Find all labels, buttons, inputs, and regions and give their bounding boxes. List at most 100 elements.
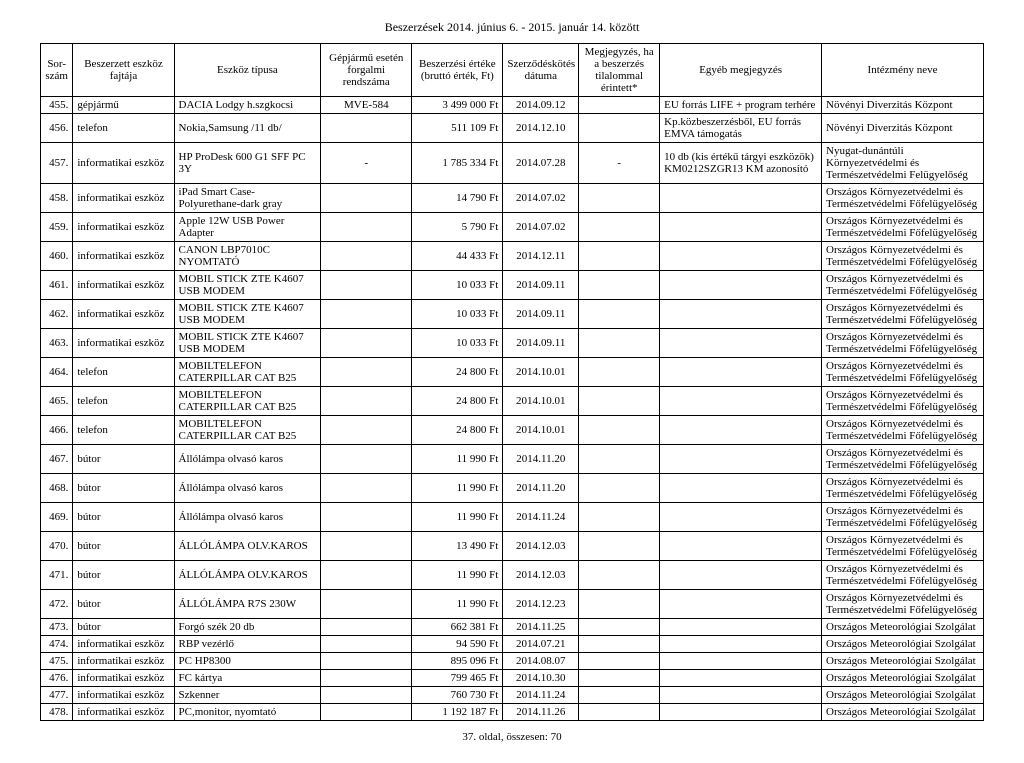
table-body: 455.gépjárműDACIA Lodgy h.szgkocsiMVE-58…: [41, 97, 984, 721]
table-cell: [321, 114, 412, 143]
table-cell: informatikai eszköz: [73, 636, 174, 653]
table-cell: Kp.közbeszerzésből, EU forrás EMVA támog…: [660, 114, 822, 143]
table-cell: Növényi Diverzitás Központ: [822, 97, 984, 114]
table-cell: 10 033 Ft: [412, 271, 503, 300]
table-cell: gépjármű: [73, 97, 174, 114]
table-cell: 2014.12.03: [503, 532, 579, 561]
table-cell: 11 990 Ft: [412, 503, 503, 532]
table-cell: telefon: [73, 387, 174, 416]
table-cell: Országos Meteorológiai Szolgálat: [822, 653, 984, 670]
table-cell: 2014.11.20: [503, 474, 579, 503]
table-cell: 11 990 Ft: [412, 445, 503, 474]
table-cell: [579, 704, 660, 721]
table-cell: bútor: [73, 474, 174, 503]
table-cell: ÁLLÓLÁMPA OLV.KAROS: [174, 532, 321, 561]
table-cell: [579, 271, 660, 300]
table-cell: bútor: [73, 561, 174, 590]
table-cell: Országos Környezetvédelmi és Természetvé…: [822, 532, 984, 561]
table-cell: 2014.07.28: [503, 143, 579, 184]
table-cell: 475.: [41, 653, 73, 670]
table-cell: Országos Környezetvédelmi és Természetvé…: [822, 213, 984, 242]
table-row: 471.bútorÁLLÓLÁMPA OLV.KAROS11 990 Ft201…: [41, 561, 984, 590]
table-cell: 468.: [41, 474, 73, 503]
table-cell: 2014.09.11: [503, 271, 579, 300]
col-datum: Szerződéskötés dátuma: [503, 44, 579, 97]
table-cell: iPad Smart Case-Polyurethane-dark gray: [174, 184, 321, 213]
table-cell: [579, 242, 660, 271]
table-cell: Országos Környezetvédelmi és Természetvé…: [822, 445, 984, 474]
table-cell: [321, 532, 412, 561]
table-row: 474.informatikai eszközRBP vezérlő94 590…: [41, 636, 984, 653]
table-cell: -: [321, 143, 412, 184]
table-cell: Országos Környezetvédelmi és Természetvé…: [822, 300, 984, 329]
table-cell: FC kártya: [174, 670, 321, 687]
table-cell: [579, 329, 660, 358]
table-cell: 463.: [41, 329, 73, 358]
table-cell: Országos Környezetvédelmi és Természetvé…: [822, 358, 984, 387]
table-cell: 474.: [41, 636, 73, 653]
table-cell: 94 590 Ft: [412, 636, 503, 653]
table-cell: Országos Környezetvédelmi és Természetvé…: [822, 590, 984, 619]
table-cell: 2014.10.01: [503, 387, 579, 416]
table-cell: 799 465 Ft: [412, 670, 503, 687]
table-cell: 2014.07.02: [503, 184, 579, 213]
table-row: 463.informatikai eszközMOBIL STICK ZTE K…: [41, 329, 984, 358]
table-cell: Apple 12W USB Power Adapter: [174, 213, 321, 242]
table-cell: [660, 474, 822, 503]
table-cell: 24 800 Ft: [412, 416, 503, 445]
table-row: 476.informatikai eszközFC kártya 799 465 …: [41, 670, 984, 687]
table-cell: 2014.10.30: [503, 670, 579, 687]
table-row: 467.bútorÁllólámpa olvasó karos11 990 Ft…: [41, 445, 984, 474]
table-cell: 13 490 Ft: [412, 532, 503, 561]
table-cell: 895 096 Ft: [412, 653, 503, 670]
table-cell: bútor: [73, 503, 174, 532]
table-cell: [321, 561, 412, 590]
table-cell: 460.: [41, 242, 73, 271]
table-cell: 10 db (kis értékű tárgyi eszközök) KM021…: [660, 143, 822, 184]
table-cell: 24 800 Ft: [412, 387, 503, 416]
col-megjegyzes: Egyéb megjegyzés: [660, 44, 822, 97]
table-row: 472.bútorÁLLÓLÁMPA R7S 230W11 990 Ft2014…: [41, 590, 984, 619]
table-cell: Forgó szék 20 db: [174, 619, 321, 636]
table-cell: informatikai eszköz: [73, 213, 174, 242]
table-cell: 11 990 Ft: [412, 590, 503, 619]
table-cell: [321, 653, 412, 670]
table-cell: 10 033 Ft: [412, 300, 503, 329]
table-cell: [321, 670, 412, 687]
procurement-table: Sor-szám Beszerzett eszköz fajtája Eszkö…: [40, 43, 984, 721]
table-cell: [579, 213, 660, 242]
table-cell: informatikai eszköz: [73, 670, 174, 687]
table-cell: 11 990 Ft: [412, 561, 503, 590]
table-cell: [321, 271, 412, 300]
table-cell: 1 192 187 Ft: [412, 704, 503, 721]
table-cell: 472.: [41, 590, 73, 619]
table-cell: [321, 242, 412, 271]
table-cell: [660, 561, 822, 590]
table-cell: 10 033 Ft: [412, 329, 503, 358]
table-cell: [660, 704, 822, 721]
table-cell: informatikai eszköz: [73, 271, 174, 300]
table-cell: MOBIL STICK ZTE K4607 USB MODEM: [174, 300, 321, 329]
table-cell: Országos Környezetvédelmi és Természetvé…: [822, 474, 984, 503]
table-cell: [321, 329, 412, 358]
table-cell: Állólámpa olvasó karos: [174, 503, 321, 532]
table-cell: [579, 474, 660, 503]
table-cell: [579, 636, 660, 653]
table-cell: informatikai eszköz: [73, 242, 174, 271]
table-row: 477.informatikai eszközSzkenner760 730 F…: [41, 687, 984, 704]
table-cell: [579, 653, 660, 670]
table-cell: 459.: [41, 213, 73, 242]
table-cell: MOBILTELEFON CATERPILLAR CAT B25: [174, 387, 321, 416]
table-cell: 456.: [41, 114, 73, 143]
table-cell: 455.: [41, 97, 73, 114]
table-cell: PC,monitor, nyomtató: [174, 704, 321, 721]
table-cell: Országos Meteorológiai Szolgálat: [822, 619, 984, 636]
table-cell: 14 790 Ft: [412, 184, 503, 213]
table-cell: [321, 474, 412, 503]
table-cell: 3 499 000 Ft: [412, 97, 503, 114]
table-cell: [579, 387, 660, 416]
table-cell: ÁLLÓLÁMPA R7S 230W: [174, 590, 321, 619]
table-cell: 476.: [41, 670, 73, 687]
table-row: 473.bútorForgó szék 20 db662 381 Ft2014.…: [41, 619, 984, 636]
table-cell: 470.: [41, 532, 73, 561]
